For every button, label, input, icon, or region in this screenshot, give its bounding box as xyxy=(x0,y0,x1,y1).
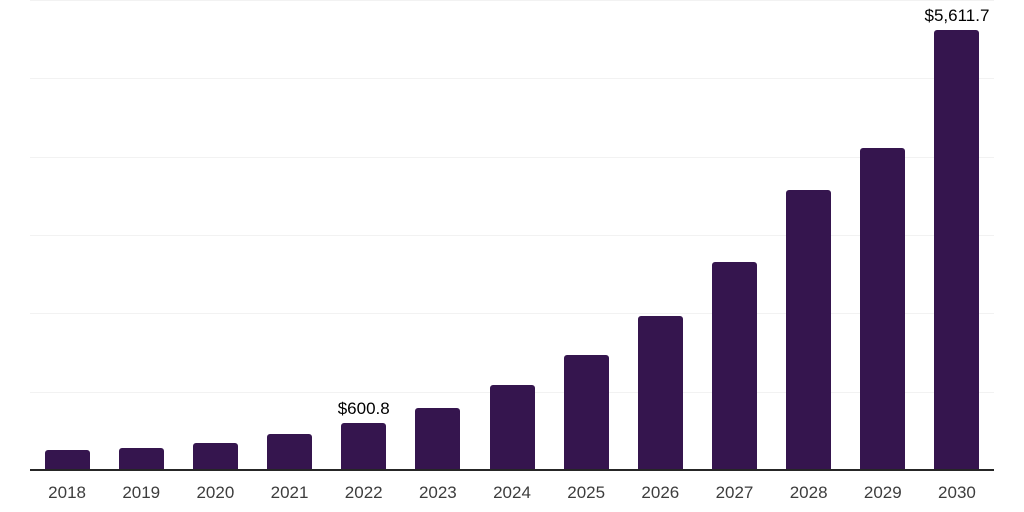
plot-area: $600.8 $5,611.7 xyxy=(30,0,994,471)
bar-slot-2018 xyxy=(30,0,104,470)
x-tick-2030: 2030 xyxy=(938,483,976,502)
bar-slot-2029 xyxy=(846,0,920,470)
data-label-2022: $600.8 xyxy=(337,398,390,418)
x-tick-2028: 2028 xyxy=(789,483,828,502)
gridline-3000 xyxy=(30,235,994,236)
gridline-2000 xyxy=(30,313,994,315)
bar-2026 xyxy=(637,316,683,470)
x-tick-2021: 2021 xyxy=(270,483,309,502)
bar-2030 xyxy=(934,30,980,470)
bar-slot-2019 xyxy=(104,0,178,470)
x-tick-2025: 2025 xyxy=(567,483,606,502)
x-tick-2022: 2022 xyxy=(344,483,383,502)
x-tick-2019: 2019 xyxy=(122,483,161,502)
x-tick-2027: 2027 xyxy=(715,483,754,502)
gridline-4000 xyxy=(30,156,994,158)
bar-slot-2027 xyxy=(697,0,771,470)
gridline-5000 xyxy=(30,78,994,80)
bar-slot-2020 xyxy=(178,0,252,470)
bar-2027 xyxy=(711,261,757,470)
x-tick-2020: 2020 xyxy=(196,483,235,502)
x-tick-2018: 2018 xyxy=(48,483,86,502)
bar-2024 xyxy=(489,384,535,470)
bars-container: $600.8 $5,611.7 xyxy=(30,0,994,470)
x-tick-2024: 2024 xyxy=(493,483,531,502)
bar-2018 xyxy=(44,450,90,470)
bar-slot-2022: $600.8 xyxy=(327,0,401,470)
bar-slot-2024 xyxy=(475,0,549,470)
x-tick-2026: 2026 xyxy=(641,483,680,502)
x-tick-2029: 2029 xyxy=(863,483,902,502)
bar-2019 xyxy=(118,448,164,470)
bar-2028 xyxy=(786,189,832,470)
bar-slot-2025 xyxy=(549,0,623,470)
x-tick-2023: 2023 xyxy=(418,483,457,502)
data-label-2030: $5,611.7 xyxy=(924,6,990,26)
x-axis-line xyxy=(30,469,994,471)
bar-slot-2026 xyxy=(623,0,697,470)
x-axis-labels: 2018 2019 2020 2021 2022 2023 2024 2025 2026 2027… xyxy=(30,483,994,503)
bar-2025 xyxy=(563,354,609,470)
bar-2029 xyxy=(860,147,906,470)
gridline-6000 xyxy=(30,0,994,1)
bar-2022 xyxy=(341,422,387,470)
bar-slot-2030: $5,611.7 xyxy=(920,0,994,470)
bar-2023 xyxy=(415,407,461,470)
bar-2021 xyxy=(267,434,313,470)
bar-slot-2021 xyxy=(252,0,326,470)
bar-slot-2023 xyxy=(401,0,475,470)
bar-slot-2028 xyxy=(772,0,846,470)
bar-2020 xyxy=(192,442,238,470)
